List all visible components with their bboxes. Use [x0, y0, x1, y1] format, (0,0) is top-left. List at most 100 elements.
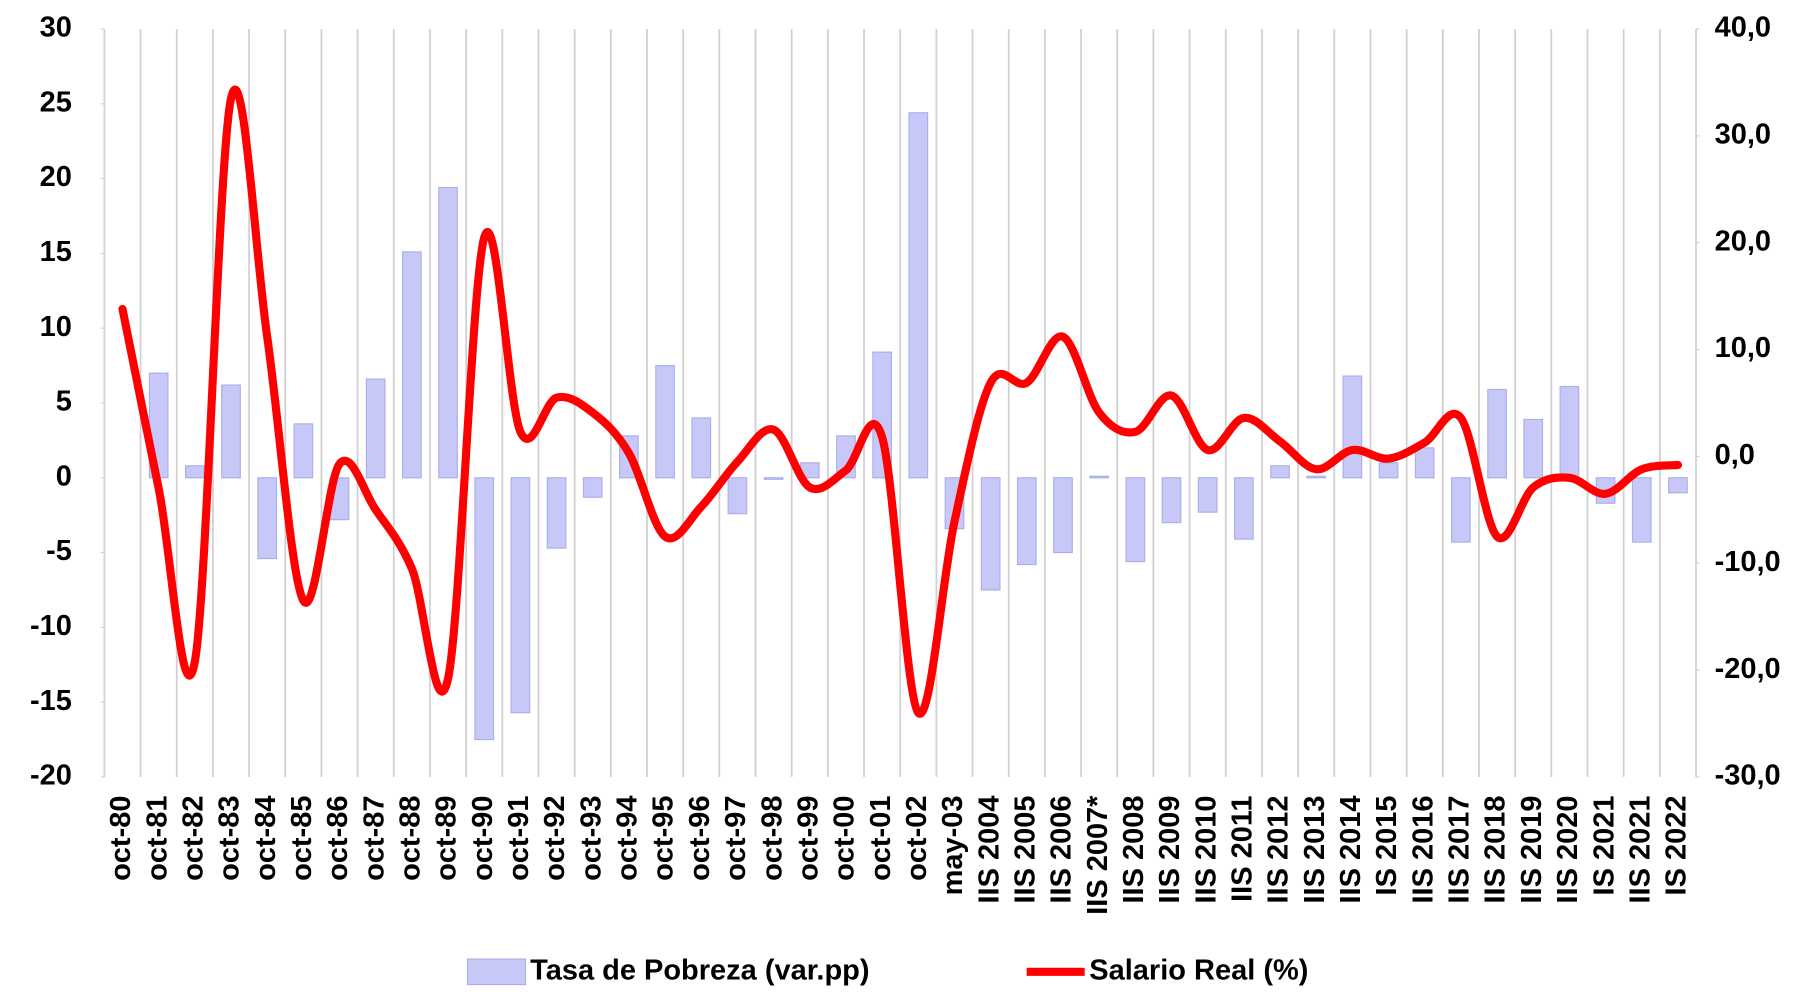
bar [1342, 375, 1363, 479]
bar [763, 477, 784, 480]
bar [1668, 477, 1688, 494]
x-tick-label: oct-85 [286, 796, 318, 881]
bar [1451, 477, 1471, 543]
x-tick-label: oct-82 [177, 796, 209, 881]
y-tick-label: -10 [30, 610, 72, 642]
x-tick-label: oct-90 [467, 796, 499, 881]
x-tick-label: IIS 2012 [1263, 796, 1295, 904]
bar [1053, 477, 1073, 554]
x-tick-label: oct-96 [684, 796, 716, 881]
bar [980, 477, 1001, 591]
bar [474, 477, 495, 741]
x-tick-label: oct-99 [792, 796, 824, 881]
y2-tick-label: -10,0 [1715, 546, 1781, 578]
bar [655, 365, 675, 479]
x-tick-label: oct-83 [214, 796, 246, 881]
bar [1378, 462, 1399, 479]
bar [1414, 447, 1435, 479]
x-tick-label: oct-84 [250, 796, 282, 881]
bar [402, 251, 422, 479]
x-tick-label: IIS 2011 [1227, 796, 1259, 902]
bar [1161, 477, 1182, 524]
x-tick-label: IIS 2013 [1299, 796, 1331, 904]
y-tick-label: -15 [30, 685, 72, 717]
x-tick-label: oct-91 [503, 796, 535, 881]
y2-tick-label: 10,0 [1715, 332, 1771, 364]
x-tick-label: IS 2015 [1371, 796, 1403, 896]
x-tick-label: IS 2022 [1661, 796, 1693, 896]
x-tick-label: IIS 2004 [973, 796, 1005, 904]
x-tick-label: IS 2021 [1588, 796, 1620, 896]
bar [1089, 475, 1110, 479]
bar [1125, 477, 1146, 563]
bar [1523, 418, 1544, 479]
x-tick-label: IIS 2014 [1335, 796, 1367, 904]
bar [582, 477, 603, 498]
y2-tick-label: 40,0 [1715, 12, 1771, 44]
bar [438, 186, 458, 479]
x-tick-label: IIS 2021 [1624, 796, 1656, 904]
x-tick-label: IIS 2017 [1444, 796, 1476, 904]
legend-swatch [466, 958, 527, 986]
x-tick-label: IIS 2016 [1407, 796, 1439, 904]
bar [546, 477, 567, 549]
bar [365, 378, 386, 479]
x-tick-label: IIS 2019 [1516, 796, 1548, 904]
line [118, 85, 1683, 718]
y-tick-label: 25 [40, 86, 72, 118]
x-tick-label: IIS 2020 [1552, 796, 1584, 904]
x-tick-label: oct-98 [756, 796, 788, 881]
bar [1487, 388, 1507, 479]
bar [908, 112, 929, 479]
x-tick-label: IIS 2008 [1118, 796, 1150, 904]
y-tick-label: 30 [40, 12, 72, 44]
x-tick-label: oct-00 [829, 796, 861, 881]
x-tick-label: IIS 2009 [1154, 796, 1186, 904]
x-tick-label: oct-88 [395, 796, 427, 881]
y2-tick-label: -30,0 [1715, 760, 1781, 792]
x-tick-label: oct-94 [612, 796, 644, 881]
y-tick-label: 10 [40, 311, 72, 343]
x-tick-label: oct-81 [141, 796, 173, 881]
bar [1016, 477, 1037, 566]
bar [293, 423, 314, 479]
x-tick-label: IIS 2005 [1009, 796, 1041, 904]
x-tick-label: IIS 2018 [1480, 796, 1512, 904]
x-tick-label: oct-02 [901, 796, 933, 881]
x-tick-label: oct-95 [648, 796, 680, 881]
bar [184, 465, 205, 479]
y2-tick-label: -20,0 [1715, 653, 1781, 685]
bar [1559, 385, 1580, 479]
bar [510, 477, 531, 714]
x-tick-label: oct-86 [322, 796, 354, 881]
bar [727, 477, 748, 515]
legend-label: Tasa de Pobreza (var.pp) [530, 954, 869, 986]
bar [1631, 477, 1652, 543]
x-tick-label: oct-93 [575, 796, 607, 881]
bar [1197, 477, 1218, 513]
y2-tick-label: 0,0 [1715, 439, 1755, 471]
y2-tick-label: 30,0 [1715, 119, 1771, 151]
x-tick-label: oct-01 [865, 796, 897, 881]
bar [1270, 465, 1290, 479]
bar [257, 477, 278, 560]
x-tick-label: IIS 2010 [1190, 796, 1222, 904]
x-tick-label: may-03 [937, 796, 969, 896]
bar [1306, 475, 1327, 479]
bar [221, 384, 241, 479]
x-tick-label: oct-92 [539, 796, 571, 881]
y-tick-label: 5 [56, 386, 72, 418]
bar [691, 417, 712, 479]
x-tick-label: oct-87 [358, 796, 390, 881]
y-tick-label: 20 [40, 161, 72, 193]
x-tick-label: oct-97 [720, 796, 752, 881]
bar [1234, 477, 1254, 540]
x-tick-label: oct-89 [431, 796, 463, 881]
x-tick-label: IIS 2007* [1082, 795, 1114, 915]
y-tick-label: -5 [46, 535, 72, 567]
x-tick-label: oct-80 [105, 796, 137, 881]
y-tick-label: 15 [40, 236, 72, 268]
y-tick-label: 0 [56, 460, 72, 492]
